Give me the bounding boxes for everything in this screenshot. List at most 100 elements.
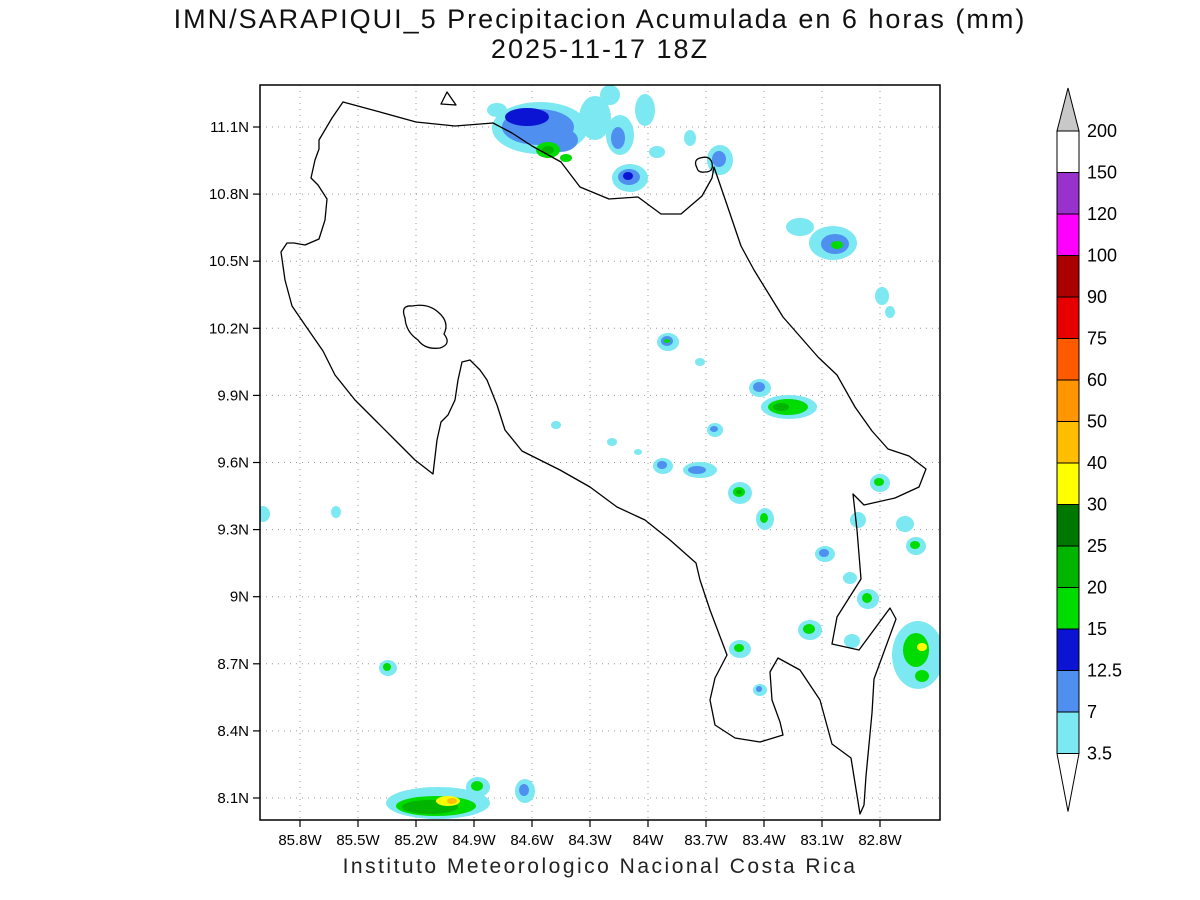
- chart-title: IMN/SARAPIQUI_5 Precipitacion Acumulada …: [173, 4, 1027, 34]
- colorbar-segment: [1056, 130, 1080, 173]
- precip-blob: [819, 549, 829, 557]
- precip-blob: [551, 421, 561, 429]
- precip-blob: [611, 127, 625, 149]
- map-frame: [259, 84, 941, 821]
- costa-rica-coastline: [280, 101, 927, 815]
- precip-blob: [487, 103, 507, 117]
- lat-tick-label: 9.9N: [217, 387, 249, 404]
- colorbar-label: 15: [1087, 619, 1107, 639]
- lon-tick-label: 85.5W: [336, 832, 380, 849]
- precip-blob: [736, 490, 742, 494]
- colorbar-label: 200: [1087, 121, 1117, 141]
- colorbar-segment: [1056, 628, 1080, 671]
- lon-tick-label: 84.3W: [568, 832, 612, 849]
- colorbar-arrow-top: [1056, 87, 1080, 132]
- precip-blob: [917, 643, 927, 651]
- lon-tick-label: 84.9W: [452, 832, 496, 849]
- estuary-contour: [402, 304, 448, 349]
- precip-blob: [542, 146, 554, 154]
- precip-blob: [383, 663, 391, 671]
- precip-blob: [915, 670, 929, 682]
- precip-blob: [734, 644, 744, 652]
- precip-blob: [753, 382, 765, 392]
- precip-blob: [471, 781, 483, 791]
- precip-blob: [760, 513, 768, 523]
- lat-tick-label: 10.5N: [209, 253, 249, 270]
- gridlines: [253, 85, 940, 827]
- precip-blob: [885, 306, 895, 318]
- precip-blob: [331, 506, 341, 518]
- precip-blob: [579, 96, 611, 140]
- lon-tick-label: 83.4W: [742, 832, 786, 849]
- precip-blob: [635, 94, 655, 126]
- colorbar-label: 7: [1087, 702, 1097, 722]
- colorbar-label: 40: [1087, 453, 1107, 473]
- precip-blob: [803, 624, 815, 634]
- colorbar-segment: [1056, 545, 1080, 588]
- precip-blob: [260, 506, 270, 522]
- colorbar-segment: [1056, 587, 1080, 630]
- precip-blob: [712, 151, 726, 167]
- axis-labels: 85.8W 85.5W 85.2W 84.9W 84.6W 84.3W 84W 83.7W 83…: [209, 119, 903, 849]
- lat-tick-label: 8.1N: [217, 790, 249, 807]
- precip-blob: [896, 516, 914, 532]
- precip-blob: [910, 541, 920, 549]
- precipitation-shading: [260, 85, 940, 819]
- colorbar-label: 25: [1087, 536, 1107, 556]
- lat-tick-label: 10.2N: [209, 320, 249, 337]
- colorbar-label: 50: [1087, 412, 1107, 432]
- colorbar-segment: [1056, 255, 1080, 298]
- colorbar-label: 3.5: [1087, 744, 1112, 764]
- lon-tick-label: 84W: [633, 832, 665, 849]
- colorbar-segment: [1056, 711, 1080, 754]
- precip-blob: [649, 146, 665, 158]
- precip-blob: [688, 466, 706, 474]
- colorbar-arrow-bottom: [1056, 753, 1080, 812]
- lat-tick-label: 8.4N: [217, 723, 249, 740]
- colorbar-label: 75: [1087, 329, 1107, 349]
- colorbar-segment: [1056, 338, 1080, 381]
- precip-blob: [623, 172, 633, 180]
- colorbar-legend: 200 150 120 100 90 75 60 50 40 30 25 20 15 12.5 7 3.5: [1056, 87, 1122, 812]
- precip-blob: [710, 426, 718, 432]
- lat-tick-label: 9.6N: [217, 455, 249, 472]
- precip-blob: [875, 287, 889, 305]
- precip-blob: [684, 130, 696, 146]
- precip-blob: [634, 449, 642, 455]
- precip-blob: [519, 784, 529, 796]
- precip-blob: [447, 798, 457, 804]
- precip-blob: [756, 686, 762, 692]
- colorbar-segment: [1056, 213, 1080, 256]
- lon-tick-label: 82.8W: [858, 832, 902, 849]
- precip-blob: [862, 593, 872, 603]
- lat-tick-label: 9.3N: [217, 522, 249, 539]
- colorbar-label: 90: [1087, 287, 1107, 307]
- precip-blob: [850, 512, 866, 528]
- colorbar-label: 60: [1087, 370, 1107, 390]
- coastal-lagoon-contour: [694, 156, 713, 173]
- precip-blob: [664, 339, 670, 343]
- colorbar-segment: [1056, 296, 1080, 339]
- colorbar-label: 100: [1087, 246, 1117, 266]
- precip-blob: [843, 572, 857, 584]
- lat-tick-label: 8.7N: [217, 656, 249, 673]
- precip-blob: [773, 403, 789, 411]
- lon-tick-label: 84.6W: [510, 832, 554, 849]
- precip-blob: [505, 108, 549, 126]
- colorbar-segment: [1056, 421, 1080, 464]
- lat-tick-label: 11.1N: [210, 119, 249, 136]
- caption: Instituto Meteorologico Nacional Costa R…: [342, 855, 858, 878]
- precip-blob: [560, 154, 572, 162]
- precip-blob: [844, 634, 860, 648]
- chart-subtitle-date: 2025-11-17 18Z: [490, 34, 710, 64]
- colorbar-segment: [1056, 379, 1080, 422]
- colorbar-segment: [1056, 462, 1080, 505]
- colorbar-label: 150: [1087, 163, 1117, 183]
- lon-tick-label: 83.7W: [684, 832, 728, 849]
- colorbar-label: 30: [1087, 495, 1107, 515]
- precip-blob: [903, 633, 929, 667]
- precip-blob: [657, 461, 667, 469]
- lat-tick-label: 10.8N: [209, 186, 249, 203]
- colorbar-segment: [1056, 172, 1080, 215]
